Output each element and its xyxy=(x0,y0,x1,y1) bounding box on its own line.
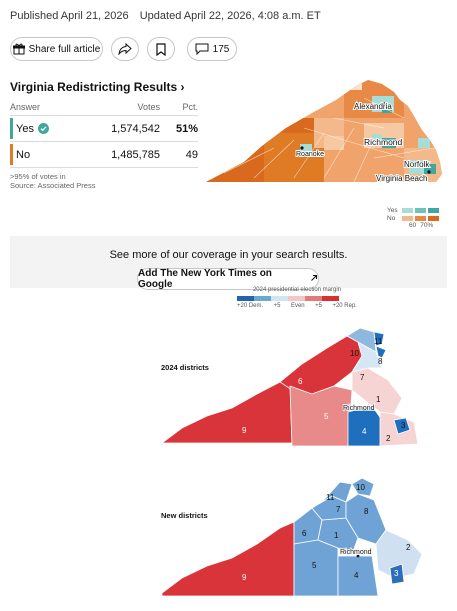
margin-tick-dem20: +20 Dem. xyxy=(237,303,264,309)
district-10[interactable] xyxy=(346,328,377,353)
district-label-9: 9 xyxy=(242,426,247,435)
county-map-legend: Yes No 60 70% xyxy=(387,206,439,229)
district-8[interactable] xyxy=(375,345,387,359)
results-table: Virginia Redistricting Results › Answer … xyxy=(10,80,198,191)
new-district-label-11: 11 xyxy=(326,493,335,502)
votes-yes: 1,574,542 xyxy=(111,122,160,135)
answer-no: No xyxy=(16,148,31,161)
new-district-label-2: 2 xyxy=(406,543,411,552)
city-label-virginia-beach: Virginia Beach xyxy=(376,174,427,183)
district-label-6: 6 xyxy=(298,377,303,386)
promo-button-label: Add The New York Times on Google xyxy=(138,268,272,290)
new-district-label-10: 10 xyxy=(356,483,365,492)
answer-yes: Yes xyxy=(16,122,34,135)
district-label-8: 8 xyxy=(378,357,383,366)
district-label-10: 10 xyxy=(350,349,359,358)
new-district-8[interactable] xyxy=(345,493,387,545)
pct-no: 49 xyxy=(185,148,198,161)
district-3[interactable] xyxy=(393,417,411,435)
new-district-label-7: 7 xyxy=(336,505,341,514)
legend-tick-60: 60 xyxy=(409,222,417,229)
share-button[interactable] xyxy=(111,37,139,61)
margin-tick-dem5: +5 xyxy=(273,303,281,309)
new-district-2[interactable] xyxy=(375,529,422,579)
district-4[interactable] xyxy=(347,405,383,447)
district-label-2: 2 xyxy=(386,434,391,443)
new-district-label-9: 9 xyxy=(242,573,247,582)
margin-legend: 2024 presidential election margin +20 De… xyxy=(237,287,357,309)
answer-header: Answer xyxy=(10,102,41,112)
new-district-11[interactable] xyxy=(321,481,353,503)
comment-icon xyxy=(195,43,209,55)
margin-tick-rep5: +5 xyxy=(315,303,322,309)
updated-date: Updated April 22, 2026, 4:08 a.m. ET xyxy=(139,10,321,22)
legend-tick-70: 70% xyxy=(420,222,434,229)
share-full-article-button[interactable]: Share full article xyxy=(10,37,103,61)
new-district-label-5: 5 xyxy=(312,561,317,570)
new-district-label-3: 3 xyxy=(394,569,399,578)
results-footnote: >95% of votes in Source: Associated Pres… xyxy=(10,172,198,191)
city-label-norfolk: Norfolk xyxy=(404,160,430,169)
result-row-yes: Yes 1,574,542 51% xyxy=(10,116,198,142)
district-11[interactable] xyxy=(373,331,385,347)
map-label-2024: 2024 districts xyxy=(161,363,209,372)
district-label-5: 5 xyxy=(324,412,329,421)
margin-legend-title: 2024 presidential election margin xyxy=(252,287,342,293)
results-title-link[interactable]: Virginia Redistricting Results › xyxy=(10,80,185,94)
votes-in-note: >95% of votes in xyxy=(10,172,66,181)
district-map-new[interactable]: 9 6 5 4 1 2 3 7 8 10 11 Richmond xyxy=(162,478,422,598)
published-date: Published April 21, 2026 xyxy=(10,10,129,22)
city-label-roanoke: Roanoke xyxy=(296,151,324,158)
pct-header: Pct. xyxy=(182,102,198,112)
district-5[interactable] xyxy=(289,385,353,447)
article-dateline: Published April 21, 2026 Updated April 2… xyxy=(10,10,321,22)
new-district-4[interactable] xyxy=(337,555,379,597)
bookmark-button[interactable] xyxy=(147,37,175,61)
search-promo: See more of our coverage in your search … xyxy=(10,236,447,290)
votes-no: 1,485,785 xyxy=(111,148,160,161)
external-arrow-icon xyxy=(310,274,318,285)
gift-icon xyxy=(12,43,25,55)
city-label-richmond-new: Richmond xyxy=(340,549,372,556)
results-header: Answer Votes Pct. xyxy=(10,102,198,116)
add-nyt-google-button[interactable]: Add The New York Times on Google xyxy=(137,268,319,290)
new-district-label-4: 4 xyxy=(354,571,359,580)
district-label-7: 7 xyxy=(360,373,365,382)
share-arrow-icon xyxy=(118,43,132,55)
district-6[interactable] xyxy=(279,335,363,395)
new-district-10[interactable] xyxy=(351,478,375,497)
result-row-no: No 1,485,785 49 xyxy=(10,142,198,168)
article-toolbar: Share full article 175 xyxy=(10,37,237,61)
new-district-9[interactable] xyxy=(162,521,295,597)
map-label-new: New districts xyxy=(161,511,208,520)
legend-yes-label: Yes xyxy=(387,206,398,214)
new-district-3[interactable] xyxy=(389,563,405,585)
votes-header: Votes xyxy=(137,102,160,112)
share-label: Share full article xyxy=(28,43,101,55)
comments-button[interactable]: 175 xyxy=(187,37,237,61)
new-district-label-8: 8 xyxy=(364,507,369,516)
district-label-1: 1 xyxy=(376,395,381,404)
district-9[interactable] xyxy=(162,381,293,444)
city-label-richmond-2024: Richmond xyxy=(343,405,375,412)
district-map-2024[interactable]: 9 6 5 4 1 2 3 7 10 11 8 Richmond xyxy=(162,328,422,448)
comment-count: 175 xyxy=(212,43,230,55)
district-label-3: 3 xyxy=(401,421,406,430)
city-label-alexandria: Alexandria xyxy=(354,102,392,111)
legend-no-label: No xyxy=(387,214,396,222)
new-district-label-6: 6 xyxy=(302,529,307,538)
pct-yes: 51% xyxy=(175,122,198,135)
source-note: Source: Associated Press xyxy=(10,181,96,191)
winner-check-icon xyxy=(37,123,49,134)
promo-text: See more of our coverage in your search … xyxy=(109,249,348,261)
new-district-label-1: 1 xyxy=(334,531,339,540)
margin-legend-scale xyxy=(237,296,357,301)
margin-tick-rep20: +20 Rep. xyxy=(332,303,357,309)
bookmark-icon xyxy=(156,42,166,56)
margin-tick-even: Even xyxy=(290,303,305,309)
district-label-4: 4 xyxy=(362,427,367,436)
city-label-richmond: Richmond xyxy=(364,137,403,147)
county-results-map[interactable]: Alexandria Richmond Roanoke Norfolk Virg… xyxy=(204,78,450,188)
district-label-11: 11 xyxy=(374,337,383,346)
